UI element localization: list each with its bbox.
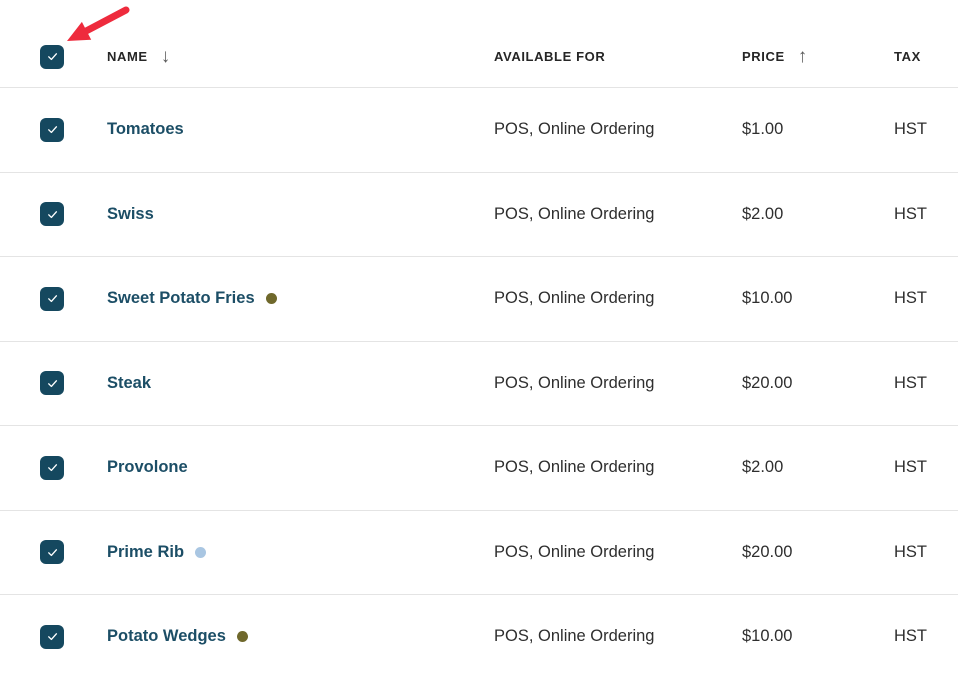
available-for-cell: POS, Online Ordering: [494, 627, 655, 646]
table-row: Sweet Potato Fries POS, Online Ordering …: [0, 257, 958, 342]
item-name-link[interactable]: Steak: [107, 373, 152, 392]
column-header-available-for-label: AVAILABLE FOR: [494, 49, 606, 64]
available-for-cell: POS, Online Ordering: [494, 542, 655, 561]
tax-cell: HST: [894, 204, 927, 223]
column-header-price-label: PRICE: [742, 49, 785, 64]
item-name-cell: Potato Wedges: [107, 627, 494, 646]
sort-desc-icon[interactable]: ↓: [160, 46, 171, 67]
sort-asc-icon[interactable]: ↑: [797, 46, 808, 67]
available-for-cell: POS, Online Ordering: [494, 289, 655, 308]
checkmark-icon: [47, 53, 57, 61]
column-header-available-for: AVAILABLE FOR: [494, 49, 742, 64]
item-name-cell: Steak: [107, 374, 494, 393]
row-checkbox-cell: [40, 455, 107, 480]
row-checkbox-cell: [40, 117, 107, 142]
item-name-cell: Swiss: [107, 205, 494, 224]
item-name-link[interactable]: Sweet Potato Fries: [107, 289, 255, 308]
tax-cell: HST: [894, 373, 927, 392]
item-name-link[interactable]: Tomatoes: [107, 120, 184, 139]
price-cell: $10.00: [742, 289, 793, 308]
checkmark-icon: [47, 464, 57, 472]
price-cell: $2.00: [742, 458, 784, 477]
row-checkbox[interactable]: [40, 202, 64, 227]
tax-cell: HST: [894, 289, 927, 308]
table-row: Provolone POS, Online Ordering $2.00 HST: [0, 426, 958, 511]
table-row: Prime Rib POS, Online Ordering $20.00 HS…: [0, 511, 958, 595]
available-for-cell: POS, Online Ordering: [494, 120, 655, 139]
column-header-name-label: NAME: [107, 49, 148, 64]
color-tag-dot: [236, 631, 248, 643]
table-row: Potato Wedges POS, Online Ordering $10.0…: [0, 595, 958, 676]
table-header-row: NAME ↓ AVAILABLE FOR PRICE ↑ TAX: [0, 0, 958, 88]
checkmark-icon: [47, 126, 57, 134]
price-cell: $20.00: [742, 373, 793, 392]
available-for-cell: POS, Online Ordering: [494, 204, 655, 223]
row-checkbox-cell: [40, 540, 107, 565]
row-checkbox[interactable]: [40, 371, 64, 396]
column-header-price[interactable]: PRICE ↑: [742, 47, 894, 66]
item-name-cell: Prime Rib: [107, 543, 494, 562]
column-header-tax: TAX: [894, 49, 958, 64]
tax-cell: HST: [894, 542, 927, 561]
row-checkbox[interactable]: [40, 624, 64, 649]
item-name-link[interactable]: Swiss: [107, 204, 154, 223]
item-name-cell: Tomatoes: [107, 120, 494, 139]
checkmark-icon: [47, 379, 57, 387]
color-tag-dot: [195, 546, 207, 558]
tax-cell: HST: [894, 627, 927, 646]
price-cell: $1.00: [742, 120, 784, 139]
row-checkbox-cell: [40, 624, 107, 649]
row-checkbox-cell: [40, 202, 107, 227]
table-row: Steak POS, Online Ordering $20.00 HST: [0, 342, 958, 426]
available-for-cell: POS, Online Ordering: [494, 373, 655, 392]
select-all-cell: [40, 44, 107, 69]
select-all-checkbox[interactable]: [40, 44, 64, 69]
checkmark-icon: [47, 548, 57, 556]
row-checkbox[interactable]: [40, 117, 64, 142]
item-name-link[interactable]: Potato Wedges: [107, 627, 226, 646]
tax-cell: HST: [894, 458, 927, 477]
checkmark-icon: [47, 210, 57, 218]
table-row: Swiss POS, Online Ordering $2.00 HST: [0, 173, 958, 257]
checkmark-icon: [47, 295, 57, 303]
table-body: Tomatoes POS, Online Ordering $1.00 HST …: [0, 88, 958, 676]
tax-cell: HST: [894, 120, 927, 139]
available-for-cell: POS, Online Ordering: [494, 458, 655, 477]
item-name-link[interactable]: Provolone: [107, 458, 188, 477]
row-checkbox-cell: [40, 286, 107, 311]
row-checkbox[interactable]: [40, 540, 64, 565]
column-header-tax-label: TAX: [894, 49, 921, 64]
price-cell: $2.00: [742, 204, 784, 223]
item-name-cell: Provolone: [107, 458, 494, 477]
column-header-name[interactable]: NAME ↓: [107, 47, 494, 66]
color-tag-dot: [265, 293, 277, 305]
row-checkbox[interactable]: [40, 286, 64, 311]
checkmark-icon: [47, 633, 57, 641]
row-checkbox[interactable]: [40, 455, 64, 480]
price-cell: $20.00: [742, 542, 793, 561]
row-checkbox-cell: [40, 371, 107, 396]
price-cell: $10.00: [742, 627, 793, 646]
table-row: Tomatoes POS, Online Ordering $1.00 HST: [0, 88, 958, 173]
item-name-cell: Sweet Potato Fries: [107, 289, 494, 308]
item-name-link[interactable]: Prime Rib: [107, 542, 185, 561]
